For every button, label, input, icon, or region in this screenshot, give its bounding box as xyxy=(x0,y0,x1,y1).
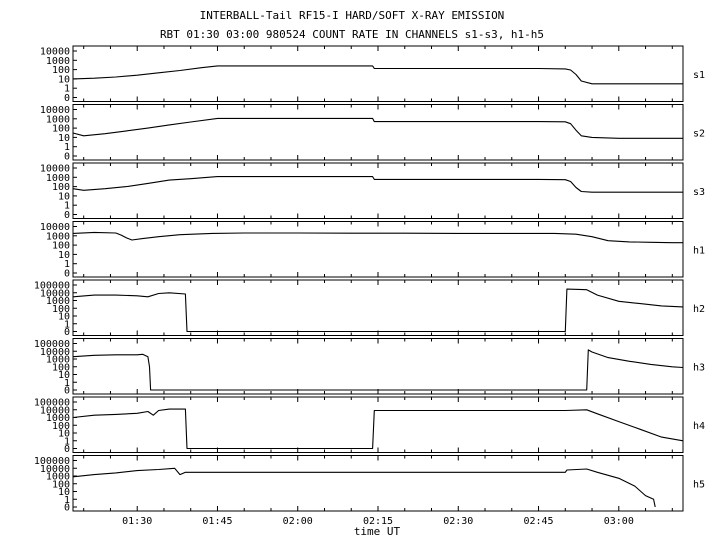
x-axis-label: time UT xyxy=(354,525,401,538)
y-tick-label: 100000 xyxy=(34,398,70,409)
y-tick-label: 10 xyxy=(58,133,70,144)
y-tick-label: 10 xyxy=(58,74,70,85)
chart-subtitle: RBT 01:30 03:00 980524 COUNT RATE IN CHA… xyxy=(160,28,544,41)
x-tick-label: 02:00 xyxy=(283,516,313,527)
panel-frame xyxy=(72,338,684,395)
y-tick-label: 1000 xyxy=(46,56,70,67)
y-tick-label: 10000 xyxy=(40,222,70,233)
x-tick-label: 02:45 xyxy=(523,516,553,527)
chart-title: INTERBALL-Tail RF15-I HARD/SOFT X-RAY EM… xyxy=(200,9,505,22)
y-tick-label: 10 xyxy=(58,250,70,261)
y-tick-label: 1 xyxy=(64,319,70,330)
y-tick-label: 0 xyxy=(64,386,70,397)
panel-frame xyxy=(72,455,684,512)
series-line-h3 xyxy=(72,349,684,391)
x-tick-label: 02:15 xyxy=(363,516,393,527)
panel-frame xyxy=(72,396,684,453)
y-tick-label: 0 xyxy=(64,444,70,455)
y-tick-label: 1000 xyxy=(46,472,70,483)
panel-frame xyxy=(72,104,684,161)
panel-frame xyxy=(72,45,684,102)
y-tick-label: 100 xyxy=(52,479,70,490)
channel-label: s2 xyxy=(693,128,705,139)
y-tick-label: 0 xyxy=(64,503,70,514)
y-tick-label: 10 xyxy=(58,312,70,323)
y-tick-label: 1000 xyxy=(46,413,70,424)
y-tick-label: 100 xyxy=(52,241,70,252)
y-tick-label: 1 xyxy=(64,201,70,212)
y-tick-label: 0 xyxy=(64,93,70,104)
x-tick-label: 02:30 xyxy=(443,516,473,527)
panel-frame xyxy=(72,162,684,219)
y-tick-label: 1000 xyxy=(46,296,70,307)
y-tick-label: 1000 xyxy=(46,231,70,242)
y-tick-label: 100 xyxy=(52,304,70,315)
x-tick-label: 03:00 xyxy=(604,516,634,527)
y-tick-label: 100 xyxy=(52,362,70,373)
panel-frame xyxy=(72,221,684,278)
y-tick-label: 10000 xyxy=(40,464,70,475)
channel-label: s3 xyxy=(693,187,705,198)
y-tick-label: 1000 xyxy=(46,173,70,184)
y-tick-label: 10000 xyxy=(40,105,70,116)
x-tick-label: 01:45 xyxy=(202,516,232,527)
channel-label: h5 xyxy=(693,479,705,490)
y-tick-label: 100000 xyxy=(34,281,70,292)
y-tick-label: 100000 xyxy=(34,339,70,350)
channel-label: h4 xyxy=(693,421,705,432)
y-tick-label: 0 xyxy=(64,269,70,280)
series-line-h4 xyxy=(72,408,684,450)
channel-label: h2 xyxy=(693,304,705,315)
chart-panels: 1000010001001010s11000010001001010s21000… xyxy=(34,45,705,527)
channel-label: h3 xyxy=(693,362,705,373)
series-line-s1 xyxy=(72,65,683,85)
y-tick-label: 10000 xyxy=(40,164,70,175)
y-tick-label: 1 xyxy=(64,84,70,95)
y-tick-label: 1 xyxy=(64,495,70,506)
y-tick-label: 1 xyxy=(64,259,70,270)
series-line-h1 xyxy=(72,231,683,244)
y-tick-label: 10000 xyxy=(40,288,70,299)
series-line-h5 xyxy=(72,467,656,508)
x-tick-label: 01:30 xyxy=(122,516,152,527)
y-tick-label: 10 xyxy=(58,429,70,440)
y-tick-label: 1 xyxy=(64,142,70,153)
y-tick-label: 1 xyxy=(64,378,70,389)
panel-frame xyxy=(72,279,684,336)
y-tick-label: 1 xyxy=(64,436,70,447)
y-tick-label: 10000 xyxy=(40,347,70,358)
y-tick-label: 10 xyxy=(58,191,70,202)
series-line-s3 xyxy=(72,176,683,193)
y-tick-label: 100 xyxy=(52,182,70,193)
y-tick-label: 10 xyxy=(58,487,70,498)
y-tick-label: 0 xyxy=(64,327,70,338)
y-tick-label: 1000 xyxy=(46,355,70,366)
y-tick-label: 0 xyxy=(64,210,70,221)
y-tick-label: 10 xyxy=(58,370,70,381)
channel-label: h1 xyxy=(693,245,705,256)
y-tick-label: 100 xyxy=(52,421,70,432)
series-line-h2 xyxy=(72,288,684,333)
y-tick-label: 100000 xyxy=(34,456,70,467)
y-tick-label: 10000 xyxy=(40,405,70,416)
series-line-s2 xyxy=(72,117,683,139)
y-tick-label: 0 xyxy=(64,152,70,163)
y-tick-label: 1000 xyxy=(46,114,70,125)
channel-label: s1 xyxy=(693,70,705,81)
y-tick-label: 100 xyxy=(52,124,70,135)
y-tick-label: 100 xyxy=(52,65,70,76)
y-tick-label: 10000 xyxy=(40,47,70,58)
